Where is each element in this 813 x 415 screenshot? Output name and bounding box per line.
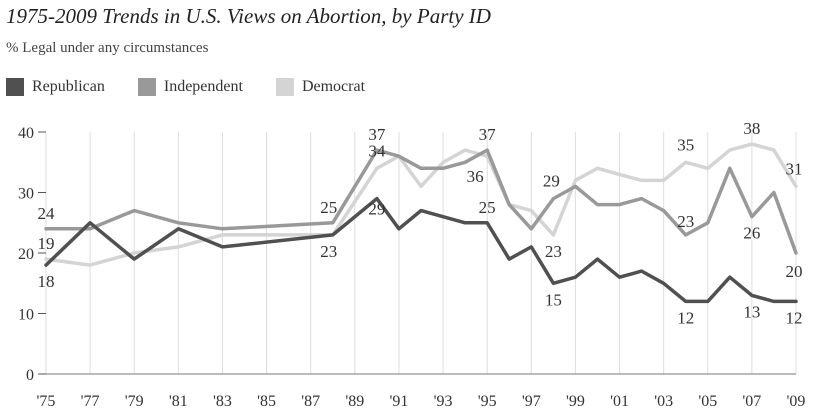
x-tick-label: '83	[213, 393, 232, 410]
data-label-independent: 23	[677, 212, 694, 231]
x-tick-label: '81	[169, 393, 188, 410]
data-label-democrat: 23	[320, 242, 337, 261]
series-line-independent	[44, 148, 798, 255]
x-tick-label: '09	[787, 393, 806, 410]
legend-swatch-independent	[137, 78, 156, 96]
data-label-republican: 29	[368, 200, 385, 219]
data-label-republican: 12	[786, 308, 803, 327]
data-label-democrat: 23	[545, 242, 562, 261]
x-tick-label: '87	[301, 393, 320, 410]
data-label-independent: 25	[320, 198, 337, 217]
y-tick-label: 0	[26, 367, 34, 384]
x-tick-label: '99	[566, 393, 585, 410]
data-label-republican: 18	[38, 272, 55, 291]
y-tick-label: 30	[18, 186, 34, 203]
legend-swatch-republican	[6, 78, 24, 96]
data-label-democrat: 35	[677, 135, 694, 154]
x-tick-label: '91	[389, 393, 408, 410]
series-line-republican	[44, 196, 798, 304]
y-tick-label: 20	[18, 246, 34, 263]
x-tick-label: '97	[522, 393, 541, 410]
x-tick-label: '79	[125, 393, 144, 410]
x-tick-label: '05	[698, 393, 717, 410]
data-labels: 18 29 25 15 12 13 12 24 25 37 37 29 23 26 20 19 23 34 36 23…	[38, 119, 803, 327]
data-label-democrat: 36	[467, 167, 484, 186]
series-line-democrat	[44, 142, 798, 267]
chart-subtitle: % Legal under any circumstances	[6, 40, 209, 56]
x-tick-label: '93	[434, 393, 453, 410]
data-label-republican: 12	[677, 308, 694, 327]
x-tick-label: '77	[81, 393, 100, 410]
grid	[45, 132, 797, 374]
data-label-independent: 37	[479, 125, 497, 144]
x-tick-label: '89	[345, 393, 364, 410]
y-tick-label: 10	[18, 307, 34, 324]
series-lines	[44, 142, 798, 304]
axes: 0 10 20 30 40 '75 '77 '79 '81 '83 '85 '87 '89 '91 '93 '…	[18, 125, 805, 410]
legend-swatch-democrat	[275, 78, 294, 96]
x-tick-label: '07	[742, 393, 761, 410]
chart-title: 1975-2009 Trends in U.S. Views on Aborti…	[6, 4, 491, 28]
legend-label-democrat: Democrat	[301, 78, 366, 95]
y-tick-label: 40	[18, 125, 34, 142]
legend-label-republican: Republican	[32, 78, 105, 95]
data-label-independent: 26	[743, 224, 760, 243]
data-label-independent: 29	[543, 172, 560, 191]
data-label-republican: 13	[743, 302, 760, 321]
data-label-democrat: 19	[38, 234, 55, 253]
chart-legend: Republican Independent Democrat	[6, 78, 398, 96]
legend-item-republican: Republican	[6, 78, 105, 96]
data-label-democrat: 38	[743, 119, 760, 138]
data-label-democrat: 31	[786, 159, 803, 178]
legend-item-democrat: Democrat	[275, 78, 366, 96]
x-tick-label: '95	[478, 393, 497, 410]
x-tick-label: '03	[654, 393, 673, 410]
x-tick-label: '85	[257, 393, 276, 410]
data-label-democrat: 34	[368, 141, 386, 160]
data-label-independent: 37	[368, 125, 386, 144]
legend-item-independent: Independent	[137, 78, 243, 96]
data-label-republican: 25	[479, 198, 496, 217]
data-label-independent: 20	[786, 262, 803, 281]
legend-label-independent: Independent	[163, 78, 243, 95]
data-label-independent: 24	[38, 204, 56, 223]
x-tick-label: '01	[610, 393, 629, 410]
x-tick-label: '75	[37, 393, 56, 410]
data-label-republican: 15	[545, 290, 562, 309]
